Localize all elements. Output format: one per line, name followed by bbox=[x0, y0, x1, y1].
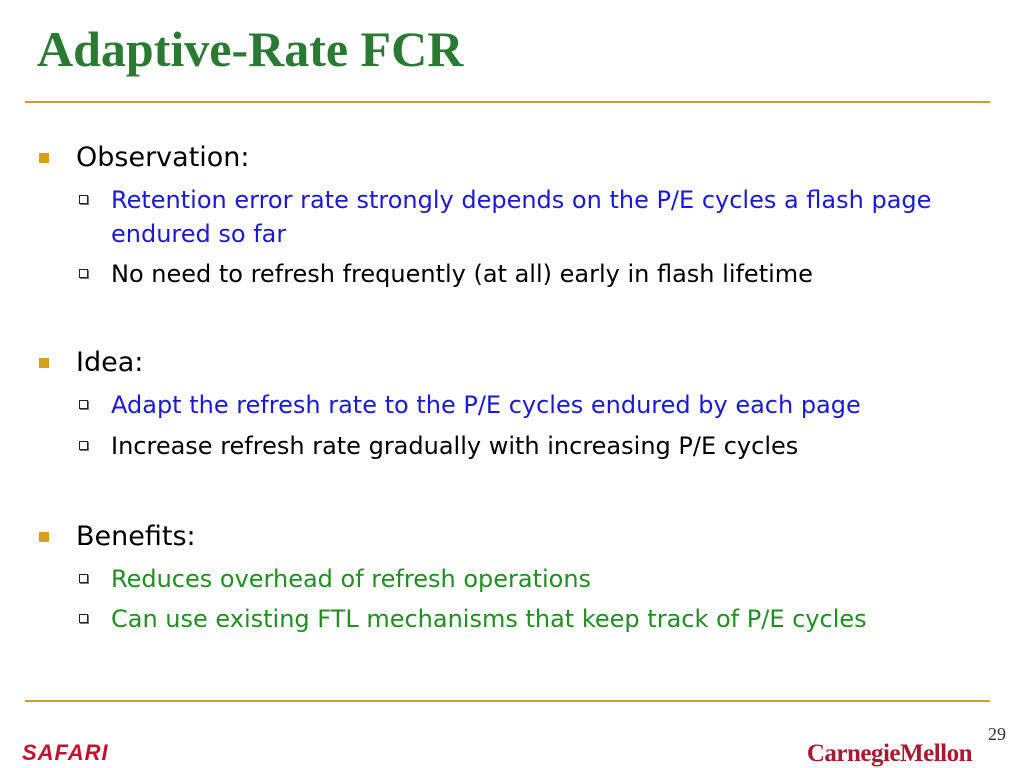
slide-content: Observation: Retention error rate strong… bbox=[36, 140, 996, 642]
spacer bbox=[36, 297, 996, 345]
hollow-square-bullet-icon bbox=[79, 400, 88, 410]
bullet-heading: Benefits: bbox=[76, 520, 196, 552]
sub-item-text: Can use existing FTL mechanisms that kee… bbox=[111, 604, 867, 633]
section-observation: Observation: Retention error rate strong… bbox=[36, 140, 996, 291]
bullet-item: Idea: bbox=[36, 345, 996, 380]
slide-title: Adaptive-Rate FCR bbox=[37, 21, 464, 77]
sub-item: Increase refresh rate gradually with inc… bbox=[36, 429, 996, 463]
square-bullet-icon bbox=[39, 153, 49, 163]
page-number: 29 bbox=[988, 724, 1006, 744]
bullet-item: Benefits: bbox=[36, 519, 996, 554]
section-benefits: Benefits: Reduces overhead of refresh op… bbox=[36, 519, 996, 636]
bullet-heading: Observation: bbox=[76, 142, 250, 173]
sub-list: Reduces overhead of refresh operations C… bbox=[36, 562, 996, 636]
sub-item-text: Increase refresh rate gradually with inc… bbox=[111, 431, 799, 460]
title-divider bbox=[25, 101, 990, 103]
hollow-square-bullet-icon bbox=[79, 440, 88, 450]
sub-item: Retention error rate strongly depends on… bbox=[36, 183, 996, 251]
bullet-heading: Idea: bbox=[76, 347, 144, 379]
sub-item-text: No need to refresh frequently (at all) e… bbox=[111, 260, 813, 289]
section-idea: Idea: Adapt the refresh rate to the P/E … bbox=[36, 345, 996, 462]
sub-item-text: Reduces overhead of refresh operations bbox=[111, 564, 592, 593]
hollow-square-bullet-icon bbox=[79, 195, 88, 205]
carnegie-mellon-logo: CarnegieMellon bbox=[806, 740, 973, 767]
safari-logo: SAFARI bbox=[22, 740, 109, 765]
sub-item: Can use existing FTL mechanisms that kee… bbox=[36, 602, 996, 636]
square-bullet-icon bbox=[39, 531, 49, 542]
sub-item: Adapt the refresh rate to the P/E cycles… bbox=[36, 388, 996, 422]
footer-divider bbox=[25, 700, 990, 702]
hollow-square-bullet-icon bbox=[79, 613, 88, 623]
hollow-square-bullet-icon bbox=[79, 269, 88, 279]
spacer bbox=[36, 469, 996, 519]
bullet-item: Observation: bbox=[36, 140, 996, 175]
sub-list: Adapt the refresh rate to the P/E cycles… bbox=[36, 388, 996, 462]
sub-item-text: Adapt the refresh rate to the P/E cycles… bbox=[111, 391, 861, 420]
sub-item-text: Retention error rate strongly depends on… bbox=[111, 186, 932, 249]
sub-list: Retention error rate strongly depends on… bbox=[36, 183, 996, 291]
hollow-square-bullet-icon bbox=[79, 573, 88, 583]
square-bullet-icon bbox=[39, 358, 49, 369]
sub-item: Reduces overhead of refresh operations bbox=[36, 562, 996, 596]
sub-item: No need to refresh frequently (at all) e… bbox=[36, 257, 996, 291]
